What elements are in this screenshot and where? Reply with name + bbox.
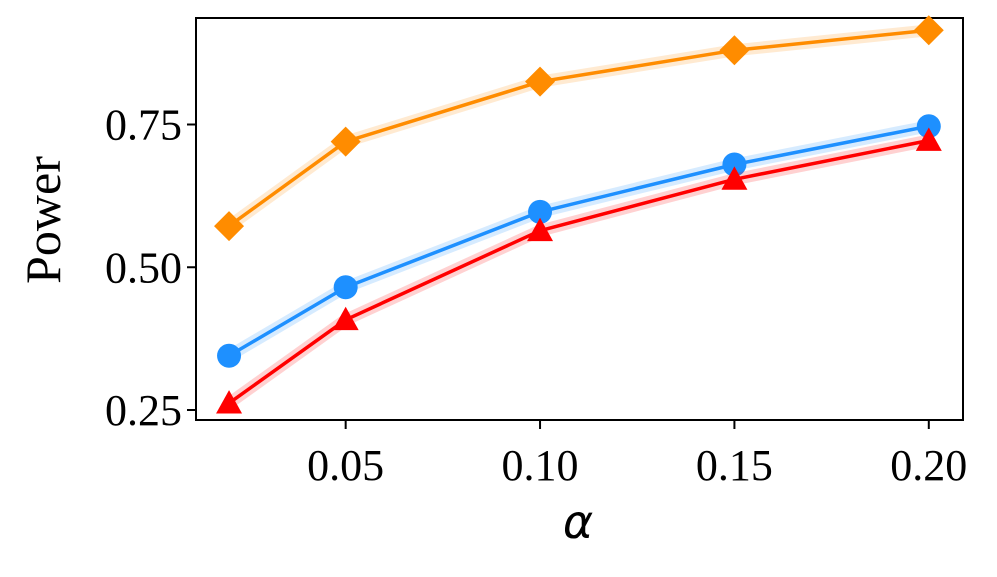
x-axis-title: α	[563, 495, 593, 549]
x-tick-label: 0.10	[502, 441, 579, 490]
y-axis: 0.25 0.50 0.75	[105, 100, 196, 435]
data-point	[721, 166, 748, 190]
data-point	[330, 126, 361, 157]
data-point	[916, 114, 941, 139]
data-point	[528, 199, 553, 224]
y-tick-label: 0.50	[105, 243, 182, 292]
data-point	[333, 275, 358, 300]
x-axis: 0.05 0.10 0.15 0.20	[307, 420, 967, 490]
data-point	[722, 152, 747, 177]
x-tick-label: 0.05	[307, 441, 384, 490]
data-point	[913, 15, 944, 46]
series-layer	[214, 15, 944, 414]
data-point	[217, 343, 242, 368]
y-tick-label: 0.75	[105, 100, 182, 149]
data-point	[527, 217, 554, 242]
x-tick-label: 0.15	[696, 441, 773, 490]
data-point	[332, 306, 359, 331]
data-point	[214, 211, 245, 242]
data-point	[216, 390, 243, 414]
data-point	[525, 66, 556, 97]
data-point	[915, 127, 942, 151]
x-tick-label: 0.20	[890, 441, 967, 490]
data-point	[719, 35, 750, 66]
y-axis-title: Power	[15, 156, 71, 284]
y-tick-label: 0.25	[105, 386, 182, 435]
